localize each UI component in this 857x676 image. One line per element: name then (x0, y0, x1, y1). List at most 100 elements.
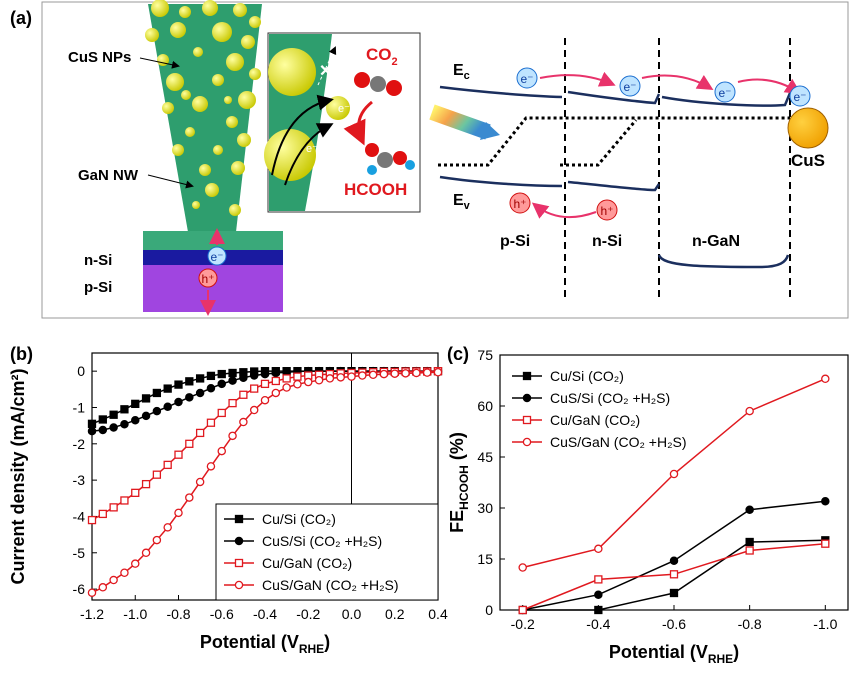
inset-arrow (271, 94, 334, 176)
atom (386, 80, 402, 96)
nanoparticle (224, 96, 232, 104)
y-tick-label: 30 (477, 500, 493, 516)
marker (228, 431, 237, 441)
marker (87, 588, 97, 597)
label-nw: GaN NW (78, 167, 139, 184)
marker (282, 383, 291, 392)
label-nps: CuS NPs (68, 49, 131, 66)
marker (217, 408, 226, 418)
x-tick-label: -0.6 (662, 616, 686, 632)
marker (174, 380, 183, 389)
x-axis-label-sub: RHE (708, 652, 733, 666)
x-tick-label: 0.2 (385, 606, 405, 622)
hole-badge (596, 199, 618, 221)
legend-label: CuS/Si (CO₂ +H₂S) (550, 390, 670, 406)
y-tick-label: -4 (73, 508, 86, 524)
blocked-path (317, 46, 337, 86)
atom (405, 160, 415, 170)
marker (217, 369, 226, 379)
marker (522, 371, 532, 381)
electron-text: e⁻ (793, 90, 806, 104)
legend-label: CuS/Si (CO₂ +H₂S) (262, 533, 382, 549)
marker (130, 559, 140, 568)
marker (260, 395, 270, 405)
inset-particle (264, 129, 316, 181)
atom (365, 143, 379, 157)
cus-label: CuS (791, 151, 825, 170)
x-tick-label: -0.8 (738, 616, 762, 632)
x-tick-label: -1.0 (123, 606, 147, 622)
nanoparticle (249, 68, 261, 80)
marker (98, 425, 108, 435)
nanoparticles (145, 0, 261, 216)
marker (185, 439, 194, 448)
label-p-si: p-Si (84, 279, 112, 296)
marker (217, 379, 226, 389)
x-axis-label: Potential (VRHE) (609, 642, 739, 666)
x-tick-label: -0.2 (296, 606, 320, 622)
nanoparticle (199, 164, 211, 176)
marker (152, 406, 162, 416)
marker (282, 374, 291, 383)
electron-badge (619, 75, 641, 97)
pointer (147, 174, 194, 189)
marker (433, 368, 443, 377)
fermi-level (438, 116, 790, 167)
nanoparticle (229, 204, 241, 216)
marker (185, 493, 194, 502)
x-axis-label: Potential (VRHE) (200, 632, 330, 656)
region-label: n-GaN (692, 233, 740, 250)
x-tick-label: -1.0 (813, 616, 837, 632)
nanoparticle (231, 161, 245, 175)
nanoparticle (205, 183, 219, 197)
marker (120, 496, 129, 505)
x-axis-label-text: Potential (V (609, 642, 708, 662)
hole-text: h⁺ (513, 197, 526, 211)
marker (185, 377, 194, 386)
marker (594, 605, 603, 615)
inset-particle (268, 48, 316, 96)
marker (271, 388, 281, 398)
nanoparticle (185, 127, 195, 137)
marker (174, 397, 183, 407)
x-tick-label: -0.8 (166, 606, 190, 622)
atom (377, 152, 393, 168)
marker (669, 570, 679, 579)
y-tick-label: 0 (77, 363, 85, 379)
legend-label: CuS/GaN (CO₂ +H₂S) (262, 577, 399, 593)
reactant-text: CO (366, 45, 392, 64)
electron-text: e⁻ (718, 86, 731, 100)
marker (120, 405, 129, 414)
x-tick-label: -1.2 (80, 606, 104, 622)
y-axis-label-sub: HCOOH (457, 465, 471, 510)
marker (293, 372, 302, 381)
marker (745, 537, 754, 547)
marker (745, 546, 754, 555)
nanoparticle (192, 96, 208, 112)
y-axis-label-text: FE (447, 510, 467, 533)
marker (195, 477, 205, 487)
nanoparticle (226, 116, 238, 128)
legend-label: Cu/Si (CO₂) (550, 368, 624, 384)
marker (249, 405, 259, 415)
nanoparticle (166, 73, 184, 91)
inset-electron: e⁻ (325, 143, 337, 155)
marker (390, 369, 399, 378)
nanoparticle (145, 28, 159, 42)
atom (393, 151, 407, 165)
reactant-sub: 2 (392, 56, 398, 68)
reactant: CO2 (366, 45, 398, 68)
marker (141, 411, 151, 421)
reaction-arrow (343, 100, 373, 146)
marker (228, 368, 237, 378)
y-tick-label: -1 (73, 399, 86, 415)
marker (293, 379, 302, 389)
marker (141, 394, 151, 403)
marker (195, 428, 205, 438)
nanoparticle (202, 0, 218, 16)
marker (303, 377, 313, 387)
nanoparticle (193, 47, 203, 57)
marker (358, 371, 367, 380)
